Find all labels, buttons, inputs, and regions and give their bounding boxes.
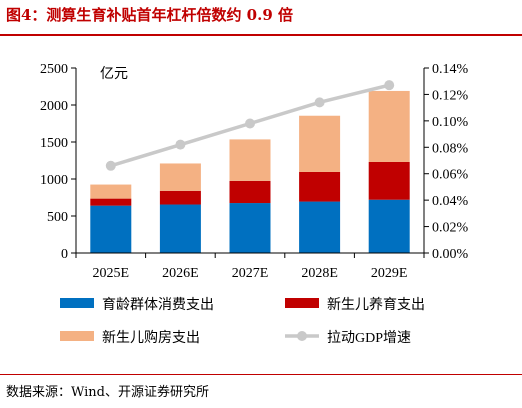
bar-1-4: [299, 201, 341, 253]
x-tick-label: 2029E: [371, 266, 408, 281]
bar-3-2: [159, 163, 201, 191]
bar-1-5: [368, 199, 410, 253]
right-tick-label: 0.06%: [432, 168, 469, 183]
legend-swatch: [60, 298, 94, 308]
gdp-point: [245, 118, 255, 129]
x-tick-label: 2025E: [93, 266, 130, 281]
right-tick-label: 0.08%: [432, 141, 469, 156]
bar-2-2: [159, 190, 201, 205]
right-tick-label: 0.10%: [432, 115, 469, 130]
x-tick-label: 2026E: [162, 266, 199, 281]
source-rule: [0, 374, 522, 375]
right-tick-label: 0.14%: [432, 62, 469, 77]
left-tick-label: 0: [61, 247, 68, 262]
bar-3-4: [299, 115, 341, 172]
axes-group: 2025E 2026E 2027E 2028E 2029E 0 500 1000 1500 200…: [40, 62, 469, 281]
gdp-point: [175, 139, 186, 150]
x-tick-label: 2027E: [232, 266, 269, 281]
gdp-point: [314, 97, 325, 108]
x-tick-label: 2028E: [301, 266, 338, 281]
left-tick-label: 1000: [40, 173, 68, 188]
bar-3-1: [90, 184, 132, 199]
bar-3-3: [229, 139, 271, 181]
bar-2-3: [229, 180, 271, 204]
line-group: [105, 80, 395, 171]
bar-2-5: [368, 161, 410, 200]
bar-1-2: [159, 204, 201, 253]
unit-label: 亿元: [100, 66, 128, 82]
bar-2-4: [299, 171, 341, 202]
bar-2-1: [90, 198, 132, 206]
right-tick-label: 0.12%: [432, 88, 469, 103]
gdp-point: [384, 80, 395, 91]
figure-title: 图4：测算生育补贴首年杠杆倍数约 0.9 倍: [6, 6, 293, 24]
bar-1-3: [229, 203, 271, 253]
right-tick-label: 0.00%: [432, 247, 469, 262]
bar-3-5: [368, 90, 410, 162]
legend-label: 新生儿购房支出: [102, 330, 200, 346]
left-tick-label: 500: [47, 210, 68, 225]
legend-swatch: [60, 331, 94, 341]
left-tick-label: 1500: [40, 136, 68, 151]
right-tick-label: 0.04%: [432, 194, 469, 209]
legend-label: 拉动GDP增速: [327, 330, 411, 346]
legend-swatch-marker: [297, 331, 307, 341]
gdp-point: [105, 160, 116, 171]
legend-swatch: [285, 298, 319, 308]
legend-label: 育龄群体消费支出: [102, 297, 214, 313]
left-tick-label: 2000: [40, 99, 68, 114]
bars-group: [90, 90, 410, 253]
left-tick-label: 2500: [40, 62, 68, 77]
title-rule: [0, 34, 522, 36]
bar-1-1: [90, 205, 132, 253]
legend-label: 新生儿养育支出: [327, 297, 425, 313]
source-note: 数据来源：Wind、开源证券研究所: [6, 385, 209, 400]
right-tick-label: 0.02%: [432, 221, 469, 236]
